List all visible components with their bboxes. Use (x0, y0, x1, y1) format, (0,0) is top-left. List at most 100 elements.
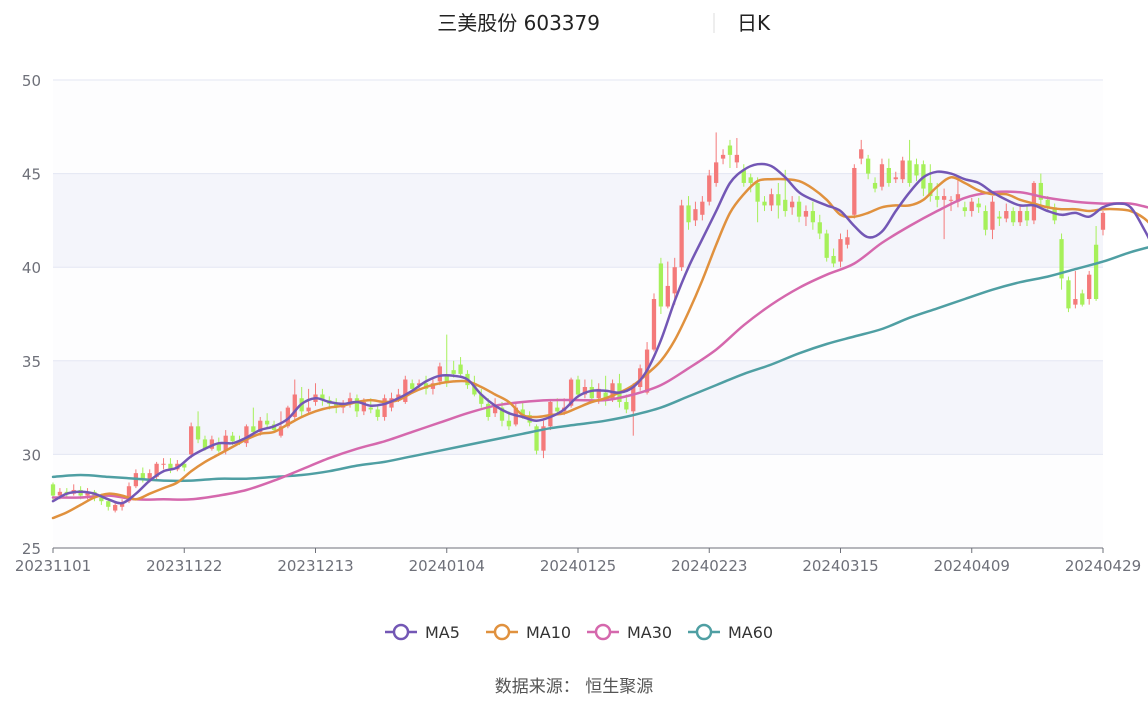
candle-body (976, 203, 981, 208)
x-tick-label: 20240315 (802, 557, 878, 575)
candle-body (714, 162, 719, 183)
candle (375, 405, 380, 421)
candle (997, 211, 1002, 227)
candle (320, 388, 325, 406)
candle (154, 461, 159, 481)
y-tick-label: 40 (22, 259, 41, 277)
x-tick-label: 20240125 (540, 557, 616, 575)
candle-body (168, 463, 173, 470)
candle-body (693, 209, 698, 221)
legend-item[interactable]: MA5 (385, 623, 460, 642)
candle (1024, 205, 1030, 227)
candle-body (838, 239, 843, 262)
candle (209, 435, 215, 451)
candle-body (1011, 211, 1016, 223)
legend-marker (695, 623, 713, 641)
candle (796, 196, 802, 223)
candle (106, 499, 111, 511)
candle (872, 177, 878, 193)
candle (734, 138, 740, 168)
candle-body (672, 267, 677, 294)
legend-marker (493, 623, 511, 641)
y-tick-label: 35 (22, 353, 41, 371)
candle (955, 179, 961, 208)
candle (403, 375, 408, 404)
candle (748, 173, 753, 193)
candle-body (320, 394, 325, 401)
candle (720, 149, 726, 165)
candle-body (651, 299, 657, 350)
candle (638, 364, 643, 391)
candle (727, 139, 733, 168)
candle-body (534, 426, 539, 451)
candle (665, 261, 670, 309)
candle-body (147, 473, 152, 479)
legend: MA5 MA10 MA30 MA60 (385, 623, 773, 642)
candle (437, 362, 442, 386)
legend-label: MA10 (526, 623, 571, 642)
candle-body (506, 420, 512, 427)
candle-body (50, 484, 56, 496)
candle (865, 154, 871, 180)
candle (962, 201, 967, 217)
y-tick-label: 50 (22, 72, 41, 90)
candle (541, 420, 546, 459)
period-label[interactable]: 日K (737, 11, 771, 35)
candle-body (1066, 280, 1071, 309)
candle (776, 182, 781, 219)
y-tick-label: 45 (22, 166, 41, 184)
candle-body (285, 407, 291, 427)
candle (382, 394, 387, 421)
candle-body (790, 201, 795, 208)
candle-body (845, 237, 850, 245)
candle (251, 407, 256, 436)
candle-body (347, 398, 353, 404)
candle-body (403, 379, 408, 402)
candle (741, 164, 746, 187)
candle-body (458, 364, 463, 374)
plot-band (53, 80, 1103, 174)
candle (900, 156, 905, 183)
x-tick-label: 20231213 (277, 557, 353, 575)
plot-bands (53, 80, 1103, 548)
candle (195, 411, 201, 444)
candle-body (57, 491, 63, 496)
candle (969, 197, 974, 217)
legend-item[interactable]: MA60 (688, 623, 773, 642)
candle (631, 383, 636, 436)
candle (1004, 203, 1009, 223)
candle-body (886, 167, 891, 183)
x-tick-label: 20240223 (671, 557, 747, 575)
candle-body (769, 194, 774, 206)
candle (976, 197, 981, 213)
candle-body (755, 182, 760, 202)
chart-title: 三美股份 603379 (437, 11, 600, 35)
candle-body (410, 383, 415, 389)
candle (983, 205, 988, 236)
candle (575, 375, 581, 399)
legend-item[interactable]: MA10 (486, 623, 571, 642)
candle-body (209, 439, 215, 449)
candle-body (686, 205, 691, 223)
candle-body (575, 379, 581, 395)
candle (1066, 276, 1071, 313)
candle (1073, 270, 1078, 309)
candle-body (1017, 211, 1023, 223)
candle (990, 196, 995, 240)
candle (824, 229, 829, 262)
candle-body (962, 207, 967, 212)
candle-body (1087, 274, 1092, 300)
candle (119, 499, 125, 511)
candle (714, 132, 719, 187)
candle-body (824, 233, 829, 258)
candle-body (872, 182, 878, 189)
candle (762, 196, 767, 212)
plot-band (53, 267, 1103, 361)
candle-body (900, 160, 905, 180)
candle (1038, 173, 1043, 208)
candle (852, 164, 857, 219)
candle (838, 233, 843, 268)
candle-body (741, 169, 746, 183)
legend-item[interactable]: MA30 (587, 623, 672, 642)
